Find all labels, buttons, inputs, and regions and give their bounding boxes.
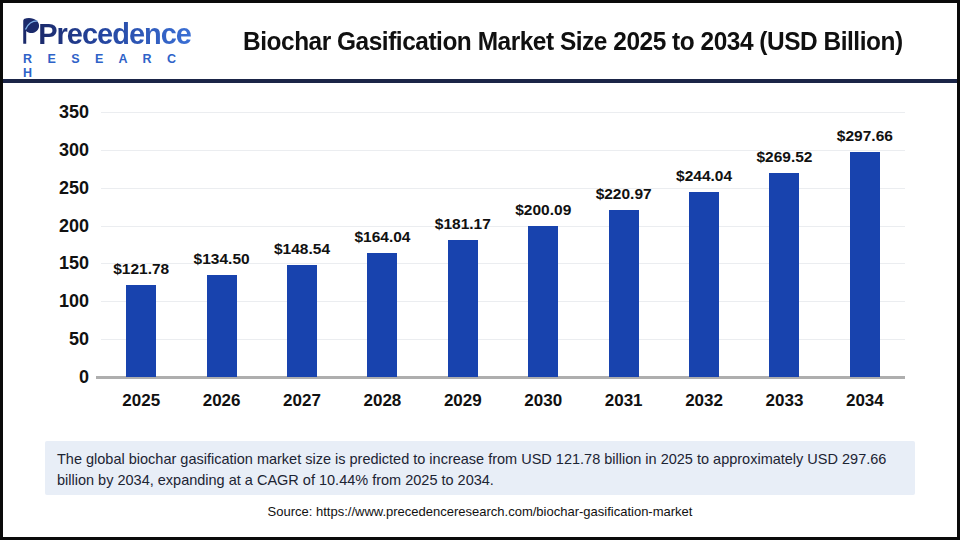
- bar-2034: [850, 152, 880, 377]
- bars-container: $121.78 $134.50 $148.54 $164.04 $181.17 $200.…: [101, 112, 905, 377]
- bar-2026: [207, 275, 237, 377]
- summary-box: The global biochar gasification market s…: [45, 441, 915, 495]
- x-tick-label: 2032: [664, 391, 744, 411]
- x-axis-labels: 2025202620272028202920302031203220332034: [101, 391, 905, 411]
- x-tick-label: 2030: [503, 391, 583, 411]
- bar-slot-2026: $134.50: [181, 112, 261, 377]
- bar-slot-2033: $269.52: [744, 112, 824, 377]
- x-tick-label: 2025: [101, 391, 181, 411]
- x-tick-label: 2027: [262, 391, 342, 411]
- logo-wordmark: Precedence: [38, 20, 191, 49]
- bar-value-label: $164.04: [354, 228, 410, 246]
- y-tick-label: 350: [3, 102, 89, 123]
- logo-subtitle: R E S E A R C H: [23, 52, 191, 80]
- y-tick-label: 150: [3, 253, 89, 274]
- bar-slot-2030: $200.09: [503, 112, 583, 377]
- x-tick-label: 2031: [583, 391, 663, 411]
- bar-2031: [609, 210, 639, 377]
- bar-2029: [448, 240, 478, 377]
- x-tick-label: 2033: [744, 391, 824, 411]
- x-tick-label: 2029: [423, 391, 503, 411]
- bar-2028: [367, 253, 397, 377]
- bar-slot-2028: $164.04: [342, 112, 422, 377]
- bar-value-label: $181.17: [435, 215, 491, 233]
- y-tick-label: 300: [3, 139, 89, 160]
- bar-2030: [528, 226, 558, 377]
- bar-2025: [126, 285, 156, 377]
- bar-slot-2027: $148.54: [262, 112, 342, 377]
- bar-value-label: $148.54: [274, 240, 330, 258]
- bar-value-label: $200.09: [515, 201, 571, 219]
- y-tick-label: 0: [3, 367, 89, 388]
- summary-text: The global biochar gasification market s…: [57, 449, 903, 491]
- bar-value-label: $134.50: [194, 250, 250, 268]
- bar-slot-2031: $220.97: [583, 112, 663, 377]
- bar-slot-2032: $244.04: [664, 112, 744, 377]
- bar-value-label: $121.78: [113, 260, 169, 278]
- bar-slot-2034: $297.66: [825, 112, 905, 377]
- bar-slot-2029: $181.17: [423, 112, 503, 377]
- y-tick-label: 50: [3, 329, 89, 350]
- y-tick-label: 100: [3, 291, 89, 312]
- bar-value-label: $220.97: [596, 185, 652, 203]
- bar-2033: [769, 173, 799, 377]
- infographic-frame: Precedence R E S E A R C H Biochar Gasif…: [0, 0, 960, 540]
- x-tick-label: 2028: [342, 391, 422, 411]
- bar-value-label: $269.52: [756, 148, 812, 166]
- header: Precedence R E S E A R C H Biochar Gasif…: [3, 3, 957, 83]
- page-title: Biochar Gasification Market Size 2025 to…: [243, 26, 903, 57]
- x-tick-label: 2034: [825, 391, 905, 411]
- y-tick-label: 250: [3, 177, 89, 198]
- y-tick-label: 200: [3, 215, 89, 236]
- x-tick-label: 2026: [181, 391, 261, 411]
- bar-slot-2025: $121.78: [101, 112, 181, 377]
- bar-2027: [287, 265, 317, 377]
- bar-value-label: $297.66: [837, 127, 893, 145]
- bar-2032: [689, 192, 719, 377]
- precedence-research-logo: Precedence R E S E A R C H: [21, 13, 191, 80]
- source-line: Source: https://www.precedenceresearch.c…: [3, 504, 957, 519]
- bar-value-label: $244.04: [676, 167, 732, 185]
- y-axis: 050100150200250300350: [3, 112, 89, 377]
- bar-chart: 0 50 100 150 200 250 300 350 $121.78 $134.50 $148…: [3, 83, 957, 439]
